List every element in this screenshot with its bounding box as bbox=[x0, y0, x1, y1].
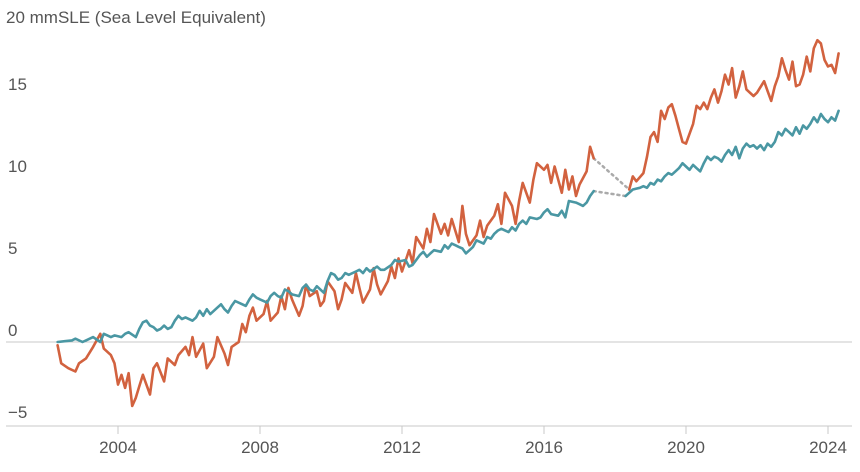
x-tick-label: 2016 bbox=[525, 438, 563, 457]
x-tick-labels: 2004 2008 2012 2016 2020 2024 bbox=[99, 426, 847, 457]
series-line-3 bbox=[624, 109, 840, 198]
x-tick-label: 2004 bbox=[99, 438, 137, 457]
series-line-0 bbox=[56, 145, 595, 408]
y-axis-label: 20 mmSLE (Sea Level Equivalent) bbox=[6, 8, 266, 27]
series-line-1 bbox=[627, 38, 840, 191]
axis-lines bbox=[6, 341, 852, 427]
gap-connector bbox=[592, 157, 631, 191]
y-tick-label: 0 bbox=[8, 321, 17, 340]
x-tick-label: 2008 bbox=[241, 438, 279, 457]
gap-connector bbox=[592, 189, 627, 198]
series-lines bbox=[56, 38, 840, 408]
x-tick-label: 2020 bbox=[667, 438, 705, 457]
y-tick-labels: 15 10 5 0 −5 bbox=[8, 75, 27, 422]
gap-connectors bbox=[592, 157, 631, 198]
series-line-2 bbox=[56, 189, 595, 344]
y-tick-label: 10 bbox=[8, 157, 27, 176]
y-tick-label: −5 bbox=[8, 403, 27, 422]
y-tick-label: 15 bbox=[8, 75, 27, 94]
x-tick-label: 2024 bbox=[809, 438, 847, 457]
y-tick-label: 5 bbox=[8, 239, 17, 258]
x-tick-label: 2012 bbox=[383, 438, 421, 457]
